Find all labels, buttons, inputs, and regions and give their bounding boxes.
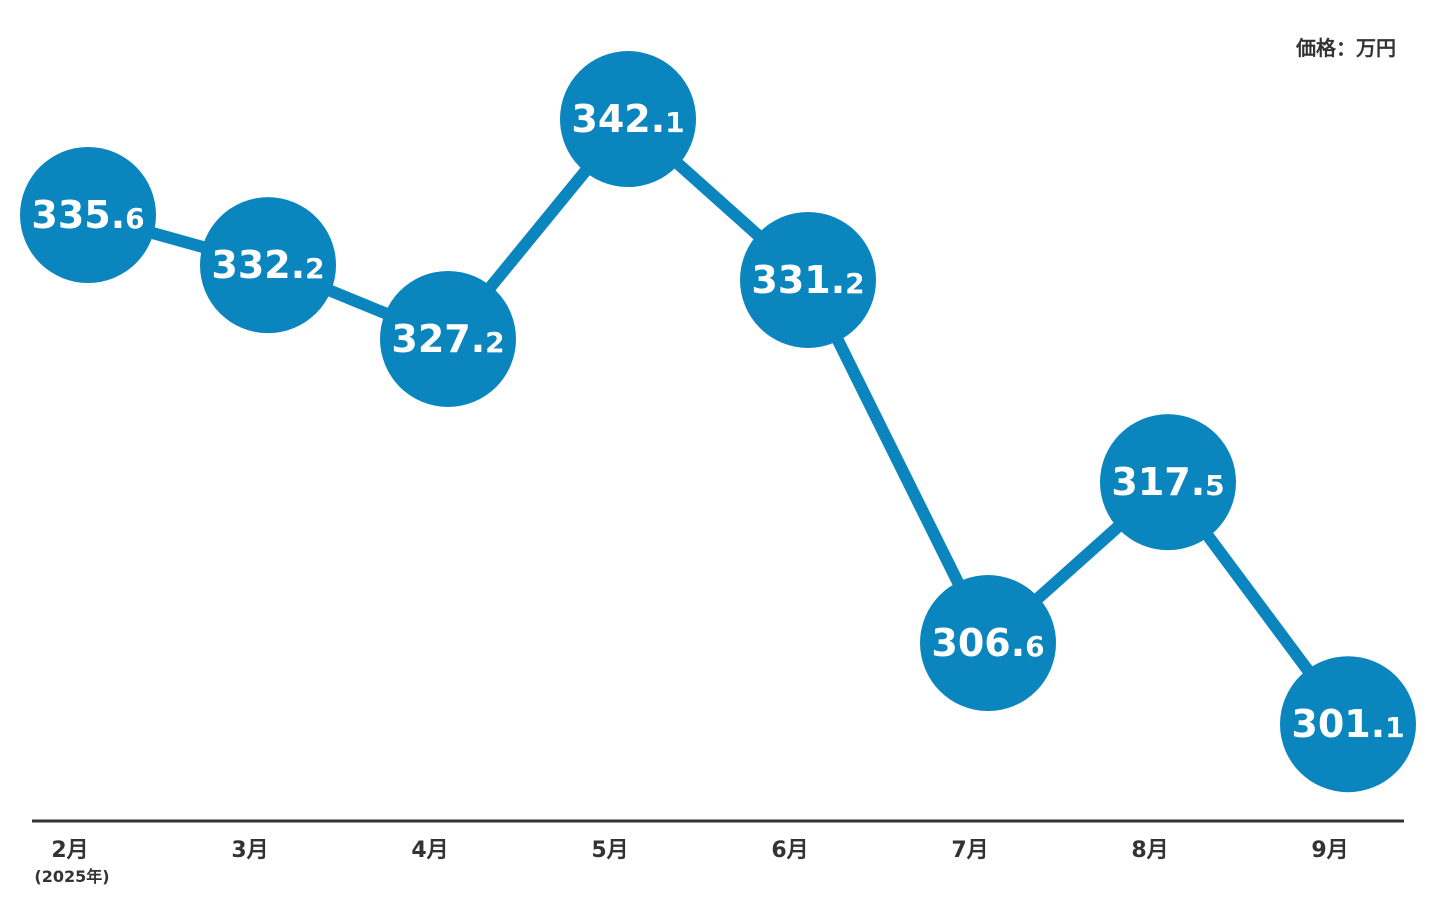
data-point: 342.1 xyxy=(560,51,696,188)
data-label: 331.2 xyxy=(751,258,864,302)
x-tick-label: 7月 xyxy=(951,838,988,863)
data-label: 301.1 xyxy=(1291,702,1404,746)
data-point: 306.6 xyxy=(920,575,1056,712)
data-label: 332.2 xyxy=(211,243,324,287)
x-tick-label: 9月 xyxy=(1311,838,1348,863)
data-label: 335.6 xyxy=(31,193,144,237)
data-point-circle xyxy=(380,270,516,407)
data-point: 332.2 xyxy=(200,197,336,334)
data-label: 327.2 xyxy=(391,317,504,361)
tick-layer: 2月 (2025年) 3月 4月 5月 6月 7月 8月 9月 xyxy=(34,838,1348,886)
x-tick-label: 4月 xyxy=(411,838,448,863)
data-point-circle xyxy=(1100,414,1236,551)
x-tick-label: 5月 xyxy=(591,838,628,863)
point-layer: 335.6 332.2 327.2 342.1 331.2 306.6 317.5 301.1 xyxy=(20,51,1416,793)
x-tick-label: 6月 xyxy=(771,838,808,863)
data-point-circle xyxy=(1280,656,1416,793)
data-point-circle xyxy=(200,197,336,334)
data-point: 301.1 xyxy=(1280,656,1416,793)
data-point-circle xyxy=(20,147,156,283)
data-point-circle xyxy=(560,51,696,188)
data-label: 317.5 xyxy=(1111,460,1224,504)
data-point: 331.2 xyxy=(740,211,876,348)
data-point-circle xyxy=(740,211,876,348)
unit-label: 価格：万円 xyxy=(1296,36,1396,60)
data-point-circle xyxy=(920,575,1056,712)
x-tick-label: 3月 xyxy=(231,838,268,863)
data-point: 317.5 xyxy=(1100,414,1236,551)
data-label: 342.1 xyxy=(571,97,684,141)
data-point: 327.2 xyxy=(380,270,516,407)
data-label: 306.6 xyxy=(931,621,1044,665)
x-tick-label: 2月 xyxy=(51,838,88,863)
x-tick-label: 8月 xyxy=(1131,838,1168,863)
x-tick-sublabel: (2025年) xyxy=(34,867,109,886)
data-point: 335.6 xyxy=(20,147,156,283)
